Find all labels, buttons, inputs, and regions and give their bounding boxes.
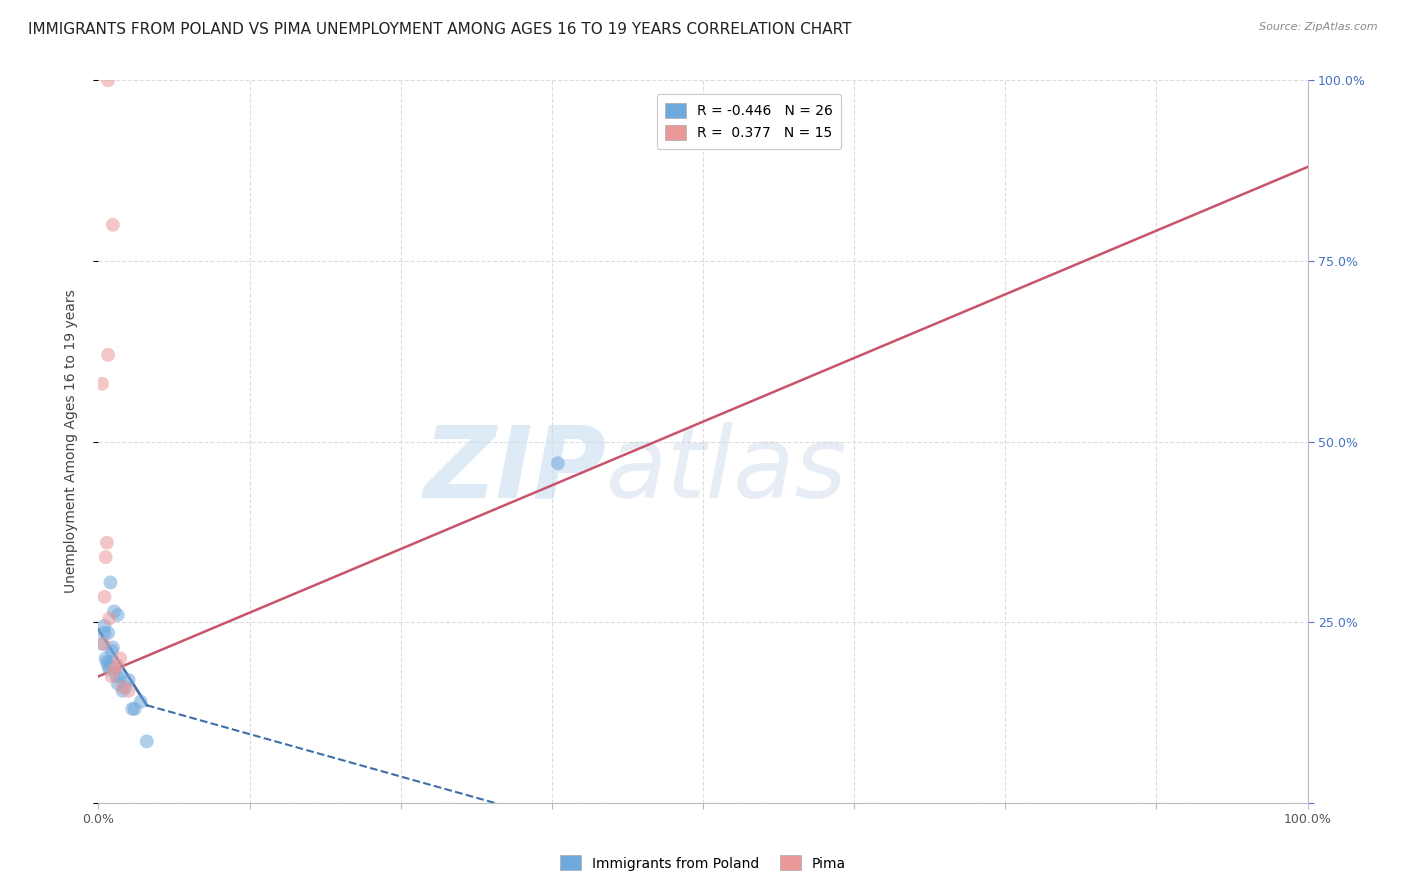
- Point: [108, 651, 131, 665]
- Point: [111, 680, 134, 694]
- Text: Source: ZipAtlas.com: Source: ZipAtlas.com: [1260, 22, 1378, 32]
- Point: [97, 73, 120, 87]
- Point: [91, 637, 114, 651]
- Point: [101, 218, 124, 232]
- Point: [114, 680, 136, 694]
- Point: [97, 348, 120, 362]
- Point: [97, 658, 120, 673]
- Point: [96, 655, 118, 669]
- Point: [94, 651, 117, 665]
- Point: [97, 626, 120, 640]
- Text: ZIP: ZIP: [423, 422, 606, 519]
- Point: [111, 683, 134, 698]
- Point: [107, 607, 129, 622]
- Legend: Immigrants from Poland, Pima: Immigrants from Poland, Pima: [554, 850, 852, 876]
- Point: [129, 695, 152, 709]
- Text: atlas: atlas: [606, 422, 848, 519]
- Point: [101, 640, 124, 655]
- Point: [91, 637, 114, 651]
- Point: [135, 734, 157, 748]
- Point: [118, 673, 141, 687]
- Point: [100, 575, 122, 590]
- Point: [94, 550, 117, 565]
- Point: [121, 702, 143, 716]
- Point: [98, 662, 121, 676]
- Point: [93, 619, 115, 633]
- Point: [98, 611, 121, 625]
- Point: [107, 676, 129, 690]
- Point: [547, 456, 569, 470]
- Point: [105, 669, 128, 683]
- Point: [96, 535, 118, 549]
- Text: IMMIGRANTS FROM POLAND VS PIMA UNEMPLOYMENT AMONG AGES 16 TO 19 YEARS CORRELATIO: IMMIGRANTS FROM POLAND VS PIMA UNEMPLOYM…: [28, 22, 852, 37]
- Point: [118, 683, 141, 698]
- Point: [103, 604, 125, 618]
- Point: [93, 626, 115, 640]
- Point: [103, 662, 125, 676]
- Point: [93, 590, 115, 604]
- Point: [100, 655, 122, 669]
- Legend: R = -0.446   N = 26, R =  0.377   N = 15: R = -0.446 N = 26, R = 0.377 N = 15: [657, 95, 841, 148]
- Y-axis label: Unemployment Among Ages 16 to 19 years: Unemployment Among Ages 16 to 19 years: [63, 290, 77, 593]
- Point: [107, 658, 129, 673]
- Point: [100, 644, 122, 658]
- Point: [108, 669, 131, 683]
- Point: [103, 662, 125, 676]
- Point: [100, 669, 122, 683]
- Point: [124, 702, 146, 716]
- Point: [91, 376, 114, 391]
